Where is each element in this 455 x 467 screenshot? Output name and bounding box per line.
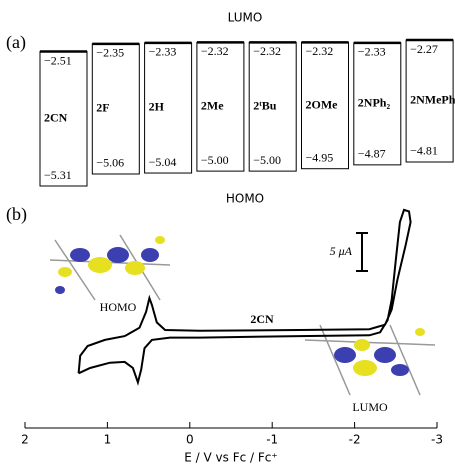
lumo-value-label: −2.33 (149, 45, 177, 59)
category-label: 2Me (201, 99, 224, 113)
lumo-value-label: −2.27 (410, 42, 438, 56)
homo-value-label: −5.04 (149, 155, 177, 169)
category-label: 2ᵗBu (253, 99, 277, 113)
cv-curve (79, 210, 411, 383)
figure: (a) LUMO HOMO −2.51 −5.31 2CN −2.35 −5.06 2F −2.3… (0, 0, 455, 467)
scale-bar-label: 5 μA (330, 244, 353, 258)
x-tick-label: -1 (266, 433, 278, 447)
annotation: LUMO (352, 400, 388, 414)
homo-value-label: −4.81 (410, 144, 438, 158)
x-tick-label: -3 (431, 433, 443, 447)
homo-value-label: −5.00 (253, 153, 281, 167)
category-label: 2NMePh (410, 93, 455, 107)
lumo-value-label: −2.32 (306, 44, 334, 58)
x-tick-label: 0 (186, 433, 194, 447)
homo-value-label: −5.31 (44, 168, 72, 182)
category-label: 2CN (44, 111, 68, 125)
lumo-value-label: −2.51 (44, 53, 72, 67)
homo-value-label: −5.06 (96, 156, 124, 170)
series-label: LUMO (228, 11, 263, 25)
lumo-value-label: −2.32 (201, 44, 229, 58)
orbital-images (50, 235, 435, 395)
category-label: 2NPh₂ (358, 96, 391, 110)
lumo-value-label: −2.35 (96, 46, 124, 60)
category-label: 2F (96, 101, 109, 115)
page: {"chart_data": [ {"type": "energy-level"… (0, 0, 455, 467)
x-tick-label: 2 (21, 433, 29, 447)
annotation: HOMO (100, 300, 137, 314)
category-label: 2H (149, 100, 165, 114)
x-tick-label: 1 (104, 433, 112, 447)
x-tick-label: -2 (349, 433, 361, 447)
x-axis-label: E / V vs Fc / Fc⁺ (184, 451, 277, 465)
homo-value-label: −5.00 (201, 153, 229, 167)
category-label: 2OMe (306, 97, 339, 111)
series-label: HOMO (226, 192, 264, 206)
lumo-value-label: −2.33 (358, 45, 386, 59)
homo-value-label: −4.87 (358, 147, 386, 161)
homo-value-label: −4.95 (306, 150, 334, 164)
lumo-value-label: −2.32 (253, 44, 281, 58)
panel-label: (a) (6, 32, 26, 53)
panel-label: (b) (6, 204, 27, 225)
homo-orbital-image (50, 235, 170, 300)
series-label: 2CN (250, 312, 274, 326)
